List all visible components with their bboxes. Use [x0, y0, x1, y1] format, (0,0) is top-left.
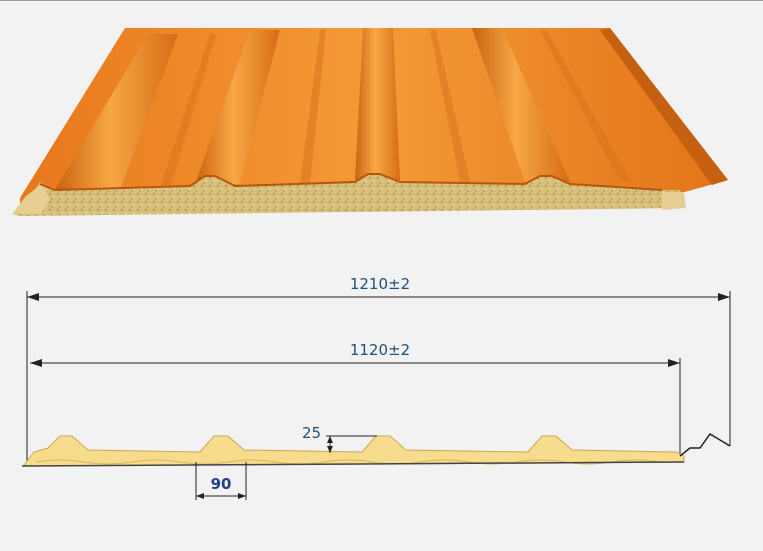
panel-rib-3 — [355, 28, 400, 180]
dimension-covering-width: 1120±2 — [30, 341, 681, 458]
panel-3d-illustration — [12, 28, 728, 216]
panel-stripe — [540, 30, 632, 182]
panel-left-tongue — [12, 184, 50, 214]
panel-stripe — [430, 30, 470, 182]
arrowhead-up — [327, 436, 333, 443]
arrowhead-right — [238, 493, 246, 499]
panel-right-groove — [662, 192, 686, 210]
panel-rib-4 — [472, 28, 570, 182]
dimension-overall-width: 1210±2 — [26, 275, 731, 466]
dimension-rib-height: 25 — [302, 424, 377, 453]
profile-bottom-edge — [21, 461, 685, 467]
arrowhead-down — [327, 446, 333, 453]
profile-overlap-lip — [679, 433, 731, 457]
dimension-rib-base: 90 — [195, 462, 247, 500]
arrowhead-left — [30, 359, 42, 367]
arrowhead-left — [196, 493, 204, 499]
arrowhead-right — [668, 359, 680, 367]
overall-width-label: 1210±2 — [350, 275, 410, 293]
rib-base-label: 90 — [211, 475, 232, 493]
panel-stripe — [160, 34, 216, 188]
arrowhead-left — [27, 293, 39, 301]
rib-height-label: 25 — [302, 424, 321, 442]
panel-rib-2 — [195, 30, 280, 184]
panel-stripe — [300, 30, 326, 184]
panel-sheet-edge — [39, 173, 663, 192]
panel-rib-1 — [55, 34, 178, 190]
covering-width-label: 1120±2 — [350, 341, 410, 359]
arrowhead-right — [718, 293, 730, 301]
profile-bottom-waves — [35, 459, 661, 465]
panel-right-lip — [600, 28, 728, 185]
